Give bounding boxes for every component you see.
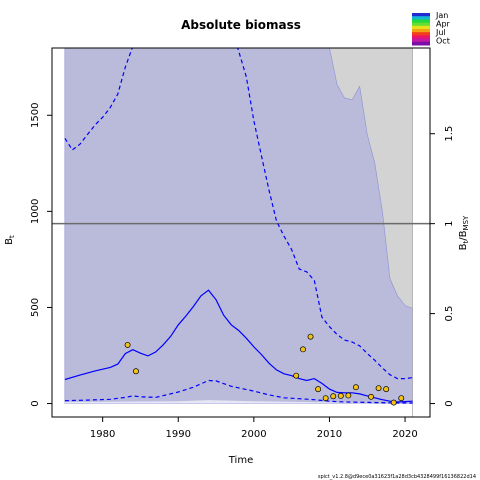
x-axis-title: Time <box>228 455 253 466</box>
legend-color-swatch <box>412 19 430 24</box>
legend-color-swatch <box>412 25 430 30</box>
y2-axis-title: Bt/BMSY <box>458 215 470 250</box>
observation-point <box>337 392 344 399</box>
chart-title: Absolute biomass <box>181 18 301 32</box>
legend-label: Jan <box>435 11 448 20</box>
observation-point <box>300 346 306 353</box>
observation-point <box>368 393 374 400</box>
observation-point <box>293 372 300 379</box>
series-lines <box>64 48 413 404</box>
footer-version: spict_v1.2.8@d9ece0a31623f1a28d3cb432849… <box>318 474 476 480</box>
bt-ci-dashed-line-1 <box>64 48 133 151</box>
x-tick-label: 1990 <box>166 429 191 440</box>
plot-frame <box>51 47 431 418</box>
bt-confidence-band <box>64 48 413 404</box>
legend-label: Jul <box>435 28 446 37</box>
x-tick-label: 2020 <box>392 429 417 440</box>
y2-tick-label: 0 <box>444 400 455 406</box>
legend-label: Oct <box>436 37 450 46</box>
ci-bands <box>52 48 430 417</box>
x-tick-label: 2010 <box>317 429 342 440</box>
legend-color-swatch <box>412 22 430 27</box>
y-tick-label: 0 <box>30 400 41 406</box>
y2-axis-title-bmsy: B <box>458 230 469 237</box>
y-tick-label: 500 <box>30 298 41 317</box>
bt-ci-dashed-line-2 <box>237 48 413 380</box>
observation-point <box>383 386 390 393</box>
y-axis-title: Bt <box>4 235 16 245</box>
y-tick-label: 1500 <box>30 103 41 128</box>
bt-inner-band <box>64 400 413 404</box>
legend-color-swatch <box>412 35 430 40</box>
y-tick-label: 1000 <box>30 199 41 224</box>
y-axis-title-sub: t <box>8 235 16 238</box>
x-axis: 1980 1990 2000 2010 2020 <box>90 417 418 440</box>
observation-point <box>124 341 131 348</box>
y2-axis-title-msy: MSY <box>462 215 470 230</box>
y-axis-title-main: B <box>4 238 15 245</box>
observation-point <box>352 384 359 391</box>
observation-point <box>375 385 382 392</box>
observation-point <box>330 393 337 400</box>
y2-axis-title-sep: / <box>458 237 469 241</box>
observation-point <box>132 368 139 375</box>
legend-color-swatch <box>412 29 430 33</box>
legend-label: Apr <box>436 20 451 29</box>
observation-points <box>124 333 405 406</box>
legend-color-swatch <box>412 13 430 17</box>
observation-point <box>307 333 314 340</box>
legend-color-swatch <box>412 16 430 20</box>
y2-tick-label: 0.5 <box>444 306 455 322</box>
y2-tick-label: 1.5 <box>444 126 455 142</box>
y2-tick-label: 1 <box>444 220 455 226</box>
svg-text:Bt/BMSY: Bt/BMSY <box>458 215 470 250</box>
observation-point <box>315 386 322 393</box>
observation-point <box>345 392 352 399</box>
legend-color-swatch <box>412 32 430 36</box>
y2-axis-title-b: B <box>458 243 469 250</box>
x-tick-label: 2000 <box>241 429 266 440</box>
observation-point <box>390 399 397 406</box>
legend-color-swatch <box>412 38 430 43</box>
legend-color-swatch <box>412 41 430 46</box>
x-tick-label: 1980 <box>90 429 115 440</box>
y-axis-left: 0 500 1000 1500 <box>30 103 52 407</box>
bt-ci-dashed-line-3 <box>64 379 413 404</box>
svg-text:Bt: Bt <box>4 235 16 245</box>
observation-point <box>398 395 405 402</box>
y2-axis-title-sub: t <box>462 240 470 243</box>
bt-estimate-line <box>64 289 413 403</box>
observation-point <box>322 395 329 402</box>
y-axis-right: 0 0.5 1 1.5 <box>430 126 455 407</box>
